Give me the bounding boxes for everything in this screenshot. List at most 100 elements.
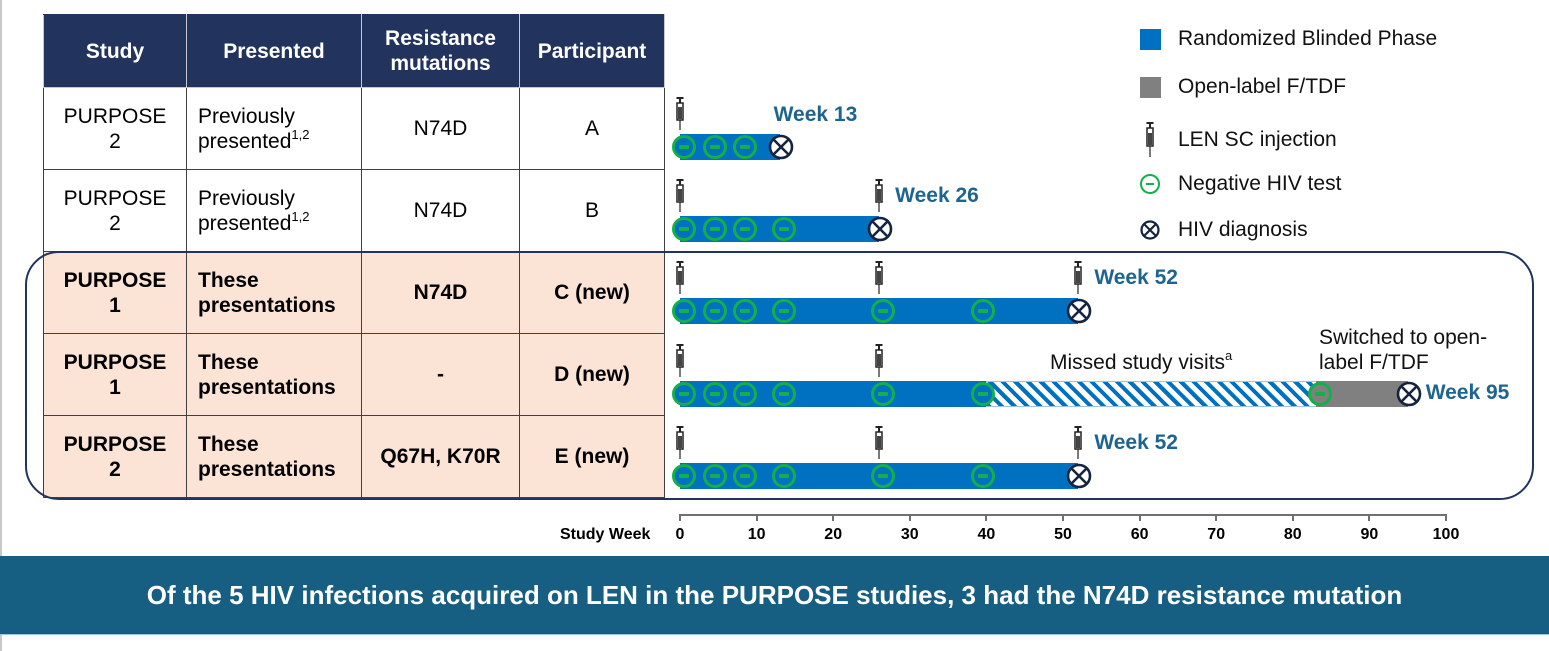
hiv-diagnosis-icon xyxy=(1138,220,1162,240)
axis-tick-label: 20 xyxy=(824,526,843,543)
timeline-segment-blue xyxy=(680,134,780,160)
syringe-icon xyxy=(1138,122,1162,158)
axis-tick xyxy=(1138,514,1141,521)
table-row-c: PURPOSE 1 These presentations N74D C (new) xyxy=(43,251,665,334)
negative-test-icon xyxy=(702,135,727,159)
cell-participant: E (new) xyxy=(519,415,665,498)
axis-tick-label: 100 xyxy=(1432,526,1460,543)
diagnosis-week-label: Week 95 xyxy=(1425,381,1510,404)
diagnosis-week-label: Week 52 xyxy=(1094,431,1178,454)
table-row-d: PURPOSE 1 These presentations - D (new) xyxy=(43,333,665,416)
negative-test-icon xyxy=(702,217,727,241)
presented-line2: presented xyxy=(198,211,292,235)
axis-title: Study Week xyxy=(560,526,651,543)
footnote-superscript: a xyxy=(1225,348,1233,363)
negative-test-icon xyxy=(733,464,758,488)
participants-table: Study Presented Resistance mutations Par… xyxy=(43,14,665,498)
negative-test-icon xyxy=(970,299,995,323)
switched-line2: label F/TDF xyxy=(1319,351,1429,374)
syringe-icon xyxy=(874,179,884,213)
conclusion-text: Of the 5 HIV infections acquired on LEN … xyxy=(146,579,1403,610)
cell-presented: These presentations xyxy=(186,333,362,416)
table-row-b: PURPOSE 2 Previously presented1,2 N74D B xyxy=(43,169,665,252)
legend-label: Randomized Blinded Phase xyxy=(1178,27,1438,50)
syringe-icon xyxy=(874,426,884,460)
presented-line1: Previously xyxy=(198,186,295,210)
presented-line1: These xyxy=(198,268,259,292)
study-name: PURPOSE xyxy=(63,350,167,374)
cell-study: PURPOSE 2 xyxy=(43,415,187,498)
negative-test-icon xyxy=(771,299,796,323)
study-number: 2 xyxy=(109,211,121,235)
diagnosis-week-label: Week 13 xyxy=(773,103,858,126)
negative-test-icon xyxy=(871,382,896,406)
axis-tick-label: 0 xyxy=(675,526,685,543)
hiv-diagnosis-icon xyxy=(1066,298,1092,324)
presented-line1: These xyxy=(198,350,259,374)
syringe-icon xyxy=(874,344,884,378)
legend-label: Negative HIV test xyxy=(1178,172,1342,195)
timeline-chart: Week 13 Week 26 Week 52 Week 95 Week 52 xyxy=(672,97,1510,489)
axis-tick-label: 80 xyxy=(1283,526,1302,543)
negative-test-icon xyxy=(702,464,727,488)
missed-visits-annotation: Missed study visitsa xyxy=(1050,348,1233,375)
cell-mutations: N74D xyxy=(361,251,520,334)
negative-test-icon xyxy=(702,382,727,406)
negative-test-icon xyxy=(970,382,995,406)
header-participant: Participant xyxy=(519,14,665,88)
study-number: 2 xyxy=(109,129,121,153)
cell-presented: These presentations xyxy=(186,251,362,334)
cell-participant: C (new) xyxy=(519,251,665,334)
legend-label: HIV diagnosis xyxy=(1178,218,1308,241)
negative-test-icon xyxy=(672,464,696,488)
axis-tick-label: 30 xyxy=(900,526,919,543)
axis-tick xyxy=(1291,514,1294,521)
axis-tick xyxy=(679,514,681,521)
cell-presented: These presentations xyxy=(186,415,362,498)
legend-label: LEN SC injection xyxy=(1178,128,1337,151)
axis-tick xyxy=(755,514,758,521)
syringe-icon xyxy=(1073,426,1083,460)
cell-mutations: N74D xyxy=(361,169,520,252)
missed-visits-text: Missed study visits xyxy=(1050,351,1226,374)
cell-study: PURPOSE 1 xyxy=(43,251,187,334)
syringe-icon xyxy=(675,426,685,460)
table-row-e: PURPOSE 2 These presentations Q67H, K70R E… xyxy=(43,415,665,498)
cell-mutations: - xyxy=(361,333,520,416)
legend-item-diagnosis: HIV diagnosis xyxy=(1138,215,1308,245)
cell-presented: Previously presented1,2 xyxy=(186,169,362,252)
study-name: PURPOSE xyxy=(63,268,167,292)
syringe-icon xyxy=(874,261,884,295)
negative-test-icon xyxy=(871,299,896,323)
legend-label: Open-label F/TDF xyxy=(1178,75,1347,98)
header-resistance-line2: mutations xyxy=(390,52,491,75)
header-resistance-line1: Resistance xyxy=(385,27,496,50)
negative-test-icon xyxy=(771,464,796,488)
syringe-icon xyxy=(675,344,685,378)
study-name: PURPOSE xyxy=(63,432,167,456)
conclusion-banner: Of the 5 HIV infections acquired on LEN … xyxy=(0,556,1549,635)
presented-line2: presented xyxy=(198,129,292,153)
negative-test-icon xyxy=(871,464,896,488)
syringe-icon xyxy=(675,179,685,213)
negative-test-icon xyxy=(733,382,758,406)
hiv-diagnosis-icon xyxy=(1396,381,1422,407)
legend-item-open-label: Open-label F/TDF xyxy=(1138,72,1346,102)
diagnosis-week-label: Week 52 xyxy=(1094,266,1178,289)
presented-line2: presentations xyxy=(198,375,336,399)
syringe-icon xyxy=(1073,261,1083,295)
negative-test-icon xyxy=(970,464,995,488)
axis-tick xyxy=(985,514,988,521)
switched-annotation: Switched to open-label F/TDF xyxy=(1319,325,1487,375)
legend-item-blinded: Randomized Blinded Phase xyxy=(1138,24,1437,54)
legend-item-injection: LEN SC injection xyxy=(1138,120,1337,160)
axis-tick-label: 90 xyxy=(1360,526,1379,543)
gray-square-icon xyxy=(1139,76,1161,98)
hiv-diagnosis-icon xyxy=(1066,463,1092,489)
axis-tick-label: 50 xyxy=(1054,526,1072,543)
axis-tick xyxy=(1445,514,1447,521)
axis-tick xyxy=(832,514,835,521)
diagnosis-week-label: Week 26 xyxy=(895,184,979,207)
switched-line1: Switched to open- xyxy=(1319,326,1488,349)
syringe-icon xyxy=(675,261,685,295)
